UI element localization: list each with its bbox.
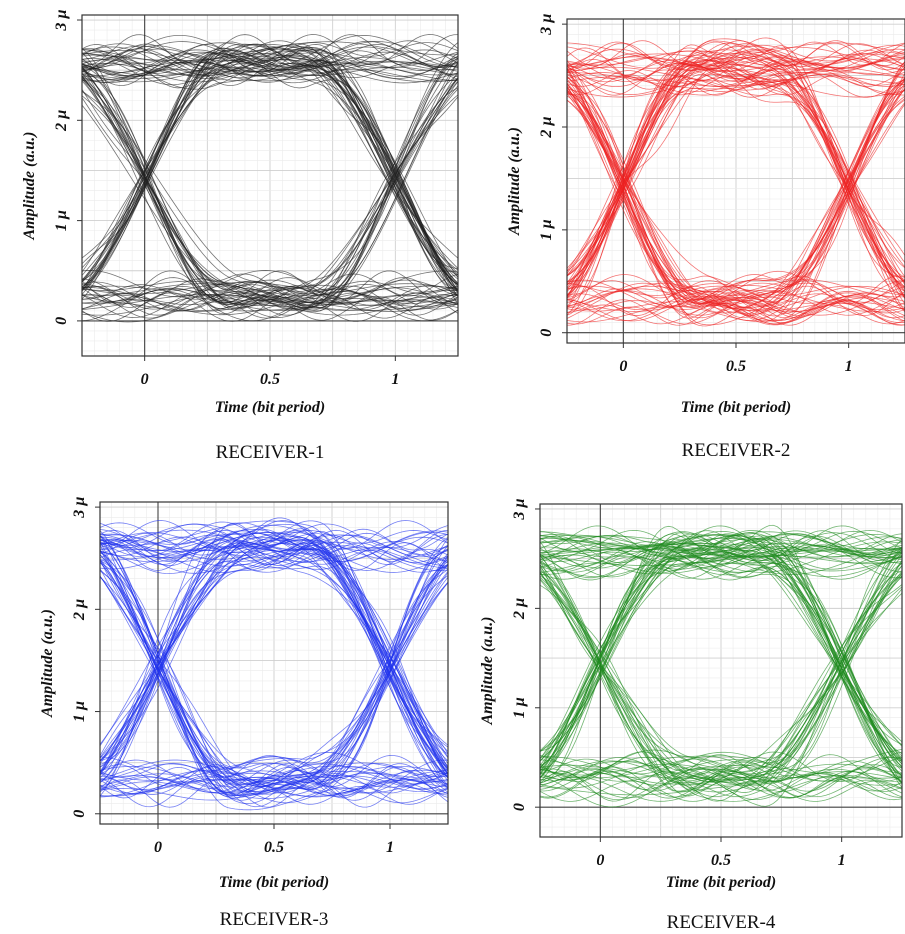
x-axis-label: Time (bit period) [666,874,777,891]
y-tick-label: 2 µ [511,598,528,620]
x-tick-label: 0.5 [264,839,284,856]
x-tick-label: 0 [619,358,627,375]
x-tick-label: 0.5 [726,358,746,375]
y-tick-label: 2 µ [538,116,555,138]
x-axis-label: Time (bit period) [681,399,792,416]
x-tick-label: 1 [386,839,394,856]
panel-receiver-2: 0 0.5 1 0 1 µ 2 µ 3 µ Time (bit period) Amplitud… [455,0,905,470]
eye-diagram-svg: 0 0.5 1 0 1 µ 2 µ 3 µ Time (bit period) Amplitud… [455,0,905,470]
panel-caption: RECEIVER-3 [220,909,329,930]
panel-receiver-3: 0 0.5 1 0 1 µ 2 µ 3 µ Time (bit period) Amplitud… [0,470,455,934]
panel-caption: RECEIVER-1 [216,442,325,463]
y-axis-label: Amplitude (a.u.) [506,127,523,236]
y-tick-label: 3 µ [53,9,70,31]
y-tick-label: 0 [511,803,528,811]
x-tick-label: 0.5 [711,852,731,869]
y-tick-label: 2 µ [71,599,88,621]
y-tick-label: 0 [53,317,70,325]
y-tick-label: 1 µ [71,701,88,722]
y-axis-label: Amplitude (a.u.) [479,616,496,725]
x-axis-label: Time (bit period) [219,874,330,891]
x-tick-label: 1 [391,371,399,388]
y-tick-label: 3 µ [511,498,528,520]
x-tick-label: 0 [154,839,162,856]
y-tick-label: 2 µ [53,110,70,132]
y-tick-label: 0 [538,329,555,337]
y-tick-label: 0 [71,810,88,818]
y-axis-label: Amplitude (a.u.) [21,131,38,240]
x-tick-label: 1 [838,852,846,869]
eye-diagram-svg: 0 0.5 1 0 1 µ 2 µ 3 µ Time (bit period) Amplitud… [0,0,455,470]
x-axis-label: Time (bit period) [215,399,326,416]
y-tick-label: 1 µ [53,210,70,231]
eye-diagram-svg: 0 0.5 1 0 1 µ 2 µ 3 µ Time (bit period) Amplitud… [0,470,455,934]
x-tick-label: 0.5 [260,371,280,388]
eye-diagram-svg: 0 0.5 1 0 1 µ 2 µ 3 µ Time (bit period) Amplitud… [455,470,905,934]
y-tick-label: 1 µ [511,697,528,718]
y-axis-label: Amplitude (a.u.) [39,609,56,718]
panel-caption: RECEIVER-4 [667,912,776,933]
panel-receiver-4: 0 0.5 1 0 1 µ 2 µ 3 µ Time (bit period) Amplitud… [455,470,905,934]
x-tick-label: 1 [845,358,853,375]
y-tick-label: 3 µ [71,497,88,519]
y-tick-label: 3 µ [538,14,555,36]
panel-caption: RECEIVER-2 [682,440,791,461]
x-tick-label: 0 [596,852,604,869]
y-tick-label: 1 µ [538,219,555,240]
x-tick-label: 0 [141,371,149,388]
panel-receiver-1: 0 0.5 1 0 1 µ 2 µ 3 µ Time (bit period) Amplitud… [0,0,455,470]
